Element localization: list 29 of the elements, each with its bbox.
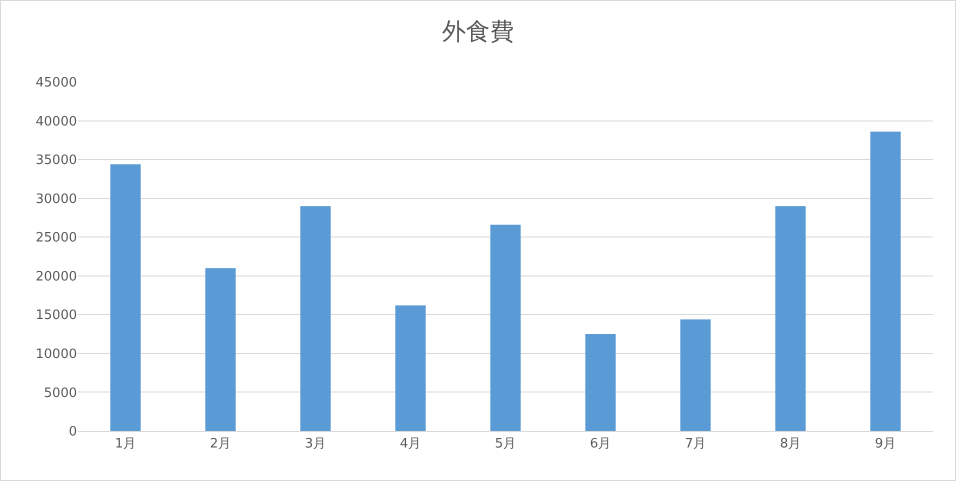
- y-tick-label: 30000: [36, 192, 77, 207]
- bar: [300, 206, 331, 431]
- bar: [585, 334, 616, 431]
- chart-title: 外食費: [442, 17, 514, 46]
- bar: [395, 305, 426, 431]
- bar: [490, 224, 521, 431]
- x-tick-label: 3月: [304, 436, 326, 452]
- y-tick-label: 10000: [36, 346, 77, 362]
- bar: [680, 319, 711, 431]
- x-tick-label: 1月: [114, 436, 136, 452]
- y-tick-label: 35000: [36, 153, 77, 168]
- y-tick-label: 0: [68, 424, 77, 440]
- bar: [205, 268, 236, 431]
- bar: [870, 132, 901, 431]
- y-tick-label: 15000: [36, 308, 77, 324]
- y-tick-label: 25000: [36, 230, 77, 246]
- x-tick-label: 7月: [684, 436, 706, 452]
- y-tick-label: 45000: [36, 76, 77, 91]
- x-tick-label: 8月: [780, 436, 802, 452]
- x-tick-label: 9月: [874, 436, 896, 452]
- x-tick-label: 2月: [210, 436, 232, 452]
- x-tick-label: 6月: [590, 436, 612, 452]
- y-tick-label: 40000: [36, 114, 77, 130]
- x-tick-label: 5月: [494, 436, 516, 452]
- x-tick-label: 4月: [400, 436, 422, 452]
- bar: [775, 206, 806, 431]
- y-tick-label: 5000: [44, 386, 77, 401]
- y-tick-label: 20000: [36, 269, 77, 284]
- bar: [110, 164, 141, 431]
